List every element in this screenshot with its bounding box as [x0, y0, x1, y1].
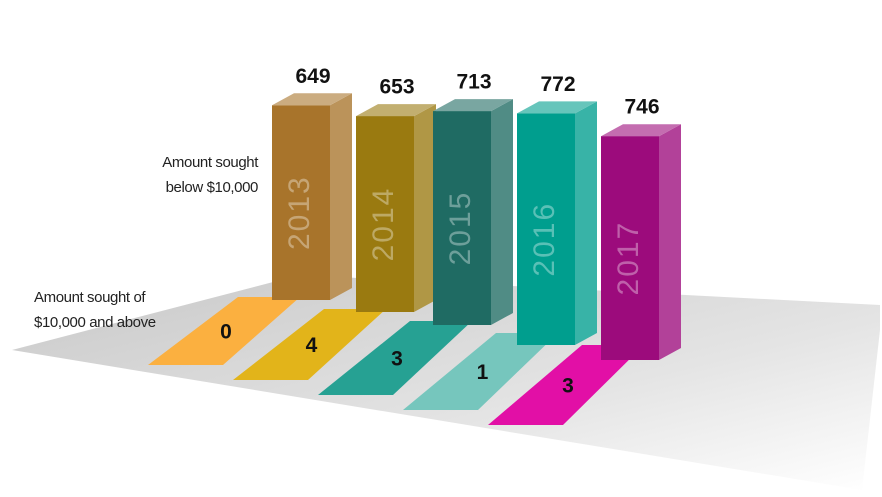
bar-side	[575, 101, 597, 346]
year-label: 2016	[528, 202, 561, 277]
legend-label: Amount sought of $10,000 and above	[34, 289, 156, 331]
value-label: 653	[379, 76, 414, 99]
floor-slab	[403, 333, 558, 410]
bar-top	[356, 104, 436, 117]
bar-side	[330, 93, 352, 300]
bar-front	[356, 116, 414, 312]
bar-side	[659, 124, 681, 360]
bar-side	[414, 104, 436, 312]
value-label: 746	[624, 96, 659, 119]
year-label: 2014	[367, 187, 400, 262]
bar-front	[517, 113, 575, 346]
bar-front	[601, 136, 659, 360]
year-label: 2017	[612, 221, 645, 296]
slab-label: 4	[306, 334, 318, 357]
slab-label: 3	[391, 348, 403, 371]
floor-slab	[148, 297, 300, 365]
bar-top	[601, 124, 681, 137]
bar	[356, 104, 436, 312]
year-label: 2013	[283, 175, 316, 250]
bar-front	[433, 111, 491, 325]
bar-top	[272, 93, 352, 106]
floor-slab	[318, 321, 472, 395]
bar	[601, 124, 681, 360]
slab-label: 0	[220, 321, 232, 344]
bar-top	[433, 99, 513, 112]
value-label: 649	[295, 65, 330, 88]
bar-top	[517, 101, 597, 114]
legend-label: Amount sought below $10,000	[162, 154, 258, 196]
bar	[272, 93, 352, 300]
bar-side	[491, 99, 513, 325]
year-label: 2015	[444, 191, 477, 266]
value-label: 713	[456, 71, 491, 94]
floor-slab	[233, 309, 386, 380]
value-label: 772	[540, 73, 575, 96]
bar-front	[272, 105, 330, 300]
bar	[517, 101, 597, 346]
slab-label: 3	[562, 375, 574, 398]
floor-slab	[488, 345, 644, 425]
slab-label: 1	[477, 361, 489, 384]
bar	[433, 99, 513, 325]
